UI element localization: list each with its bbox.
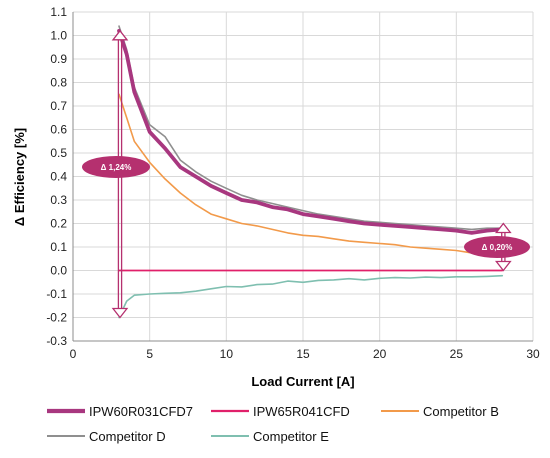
- series-line: [118, 25, 504, 231]
- y-tick-label: 0.4: [50, 170, 67, 184]
- x-tick-label: 5: [146, 347, 153, 361]
- x-tick-label: 10: [220, 347, 234, 361]
- y-tick-label: 0.9: [50, 52, 67, 66]
- y-tick-label: 0.6: [50, 123, 67, 137]
- legend-label: IPW65R041CFD: [253, 404, 350, 419]
- x-tick-label: 30: [526, 347, 540, 361]
- x-tick-label: 20: [373, 347, 387, 361]
- y-axis-title: Δ Efficiency [%]: [12, 128, 27, 226]
- y-tick-label: -0.1: [46, 287, 67, 301]
- x-tick-label: 15: [296, 347, 310, 361]
- series-line: [118, 93, 504, 255]
- annotation-arrow-head: [111, 307, 129, 319]
- x-tick-label: 25: [450, 347, 464, 361]
- y-tick-label: 0.5: [50, 146, 67, 160]
- y-tick-label: 0.1: [50, 240, 67, 254]
- annotation-label: Δ 0,20%: [482, 243, 513, 252]
- annotation-arrow-head: [111, 29, 129, 41]
- annotation-badge: [464, 236, 530, 258]
- x-axis-title: Load Current [A]: [251, 374, 354, 389]
- series-line: [118, 274, 504, 319]
- annotation-arrow-head: [495, 260, 512, 272]
- y-tick-label: 0.3: [50, 193, 67, 207]
- y-tick-label: 0.2: [50, 217, 67, 231]
- legend: IPW60R031CFD7 IPW65R041CFD Competitor B Com…: [47, 404, 499, 444]
- y-tick-label: -0.2: [46, 311, 67, 325]
- legend-label: Competitor D: [89, 429, 166, 444]
- y-tick-label: -0.3: [46, 334, 67, 348]
- grid: [72, 11, 534, 342]
- annotation-arrow-head: [495, 222, 512, 234]
- x-tick-label: 0: [70, 347, 77, 361]
- y-tick-label: 0.8: [50, 76, 67, 90]
- annotations: Δ 1,24% Δ 0,20%: [82, 29, 530, 319]
- legend-label: IPW60R031CFD7: [89, 404, 193, 419]
- annotation-label: Δ 1,24%: [101, 163, 132, 172]
- y-tick-label: 1.1: [50, 5, 67, 19]
- annotation-badge: [82, 156, 150, 178]
- series-line: [117, 28, 505, 235]
- legend-label: Competitor B: [423, 404, 499, 419]
- y-tick-label: 0.7: [50, 99, 67, 113]
- axes: -0.3 -0.2 -0.1 0.0 0.1 0.2 0.3 0.4 0.5 0.6 0.7 0.8 0…: [46, 5, 540, 361]
- y-tick-label: 1.0: [50, 29, 67, 43]
- legend-label: Competitor E: [253, 429, 329, 444]
- series-lines: [117, 25, 505, 319]
- y-tick-label: 0.0: [50, 264, 67, 278]
